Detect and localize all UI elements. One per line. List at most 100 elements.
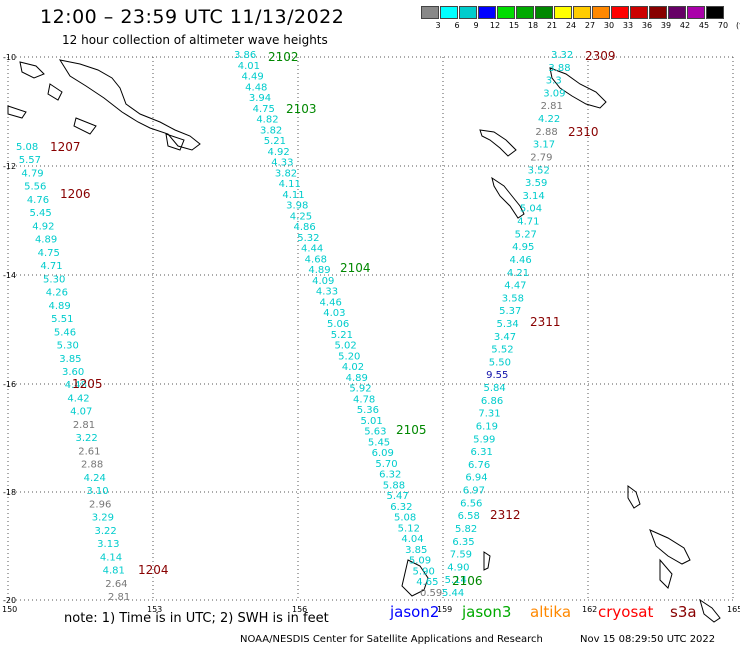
wave-height-value: 4.71 [40, 261, 62, 272]
wave-height-value: 4.92 [32, 221, 54, 232]
wave-height-value: 3.86 [234, 50, 256, 61]
wave-height-value: 5.30 [57, 341, 79, 352]
legend-swatch [592, 6, 610, 19]
x-tick-label: 162 [582, 605, 597, 614]
wave-height-value: 4.76 [27, 195, 49, 206]
wave-height-value: 5.50 [489, 357, 511, 368]
wave-height-value: 9.55 [486, 370, 508, 381]
legend-swatch [706, 6, 724, 19]
wave-height-value: 5.06 [327, 319, 349, 330]
wave-height-value: 6.32 [390, 502, 412, 513]
wave-height-value: 3.29 [92, 513, 114, 524]
wave-height-value: 5.57 [19, 155, 41, 166]
legend-swatch [535, 6, 553, 19]
legend-label: 42 [679, 21, 691, 30]
wave-height-value: 3.52 [528, 165, 550, 176]
wave-height-value: 6.97 [463, 486, 485, 497]
legend-label: 24 [565, 21, 577, 30]
wave-height-value: 6.94 [465, 473, 487, 484]
legend-swatch [573, 6, 591, 19]
legend-label: 27 [584, 21, 596, 30]
wave-height-value: 5.84 [484, 383, 506, 394]
wave-height-value: 3.17 [533, 140, 555, 151]
wave-height-value: 3.58 [502, 293, 524, 304]
pass-id-labels: 2102 2103 2104 2105 2106 1207 1206 1205 1204 2309… [50, 49, 616, 588]
wave-height-value: 3.3 [546, 76, 562, 87]
pass-label: 2310 [568, 125, 599, 139]
x-tick-label: 165 [727, 605, 740, 614]
wave-height-value: 3.94 [249, 93, 271, 104]
legend-label: 3 [435, 21, 441, 30]
satellite-name: cryosat [598, 603, 654, 621]
wave-height-value: 5.70 [375, 459, 397, 470]
legend-swatch [649, 6, 667, 19]
wave-height-value: 3.13 [97, 539, 119, 550]
wave-height-value: 3.22 [76, 433, 98, 444]
pass-label: 2106 [452, 574, 483, 588]
wave-height-value: 4.82 [256, 115, 278, 126]
legend-label: 39 [660, 21, 672, 30]
wave-height-value: 5.47 [387, 491, 409, 502]
wave-height-value: 5.37 [499, 306, 521, 317]
wave-height-value: 5.82 [455, 524, 477, 535]
wave-height-value: 5.51 [51, 314, 73, 325]
wave-height-value: 4.33 [316, 287, 338, 298]
wave-height-value: 4.75 [38, 248, 60, 259]
wave-height-value: 6.58 [458, 511, 480, 522]
wave-height-value: 3.59 [525, 178, 547, 189]
legend-label: 18 [527, 21, 539, 30]
wave-height-value: 3.82 [275, 168, 297, 179]
wave-height-value: 5.63 [364, 427, 386, 438]
legend-swatch [421, 6, 439, 19]
wave-height-value: 5.02 [334, 341, 356, 352]
wave-height-value: 6.19 [476, 421, 498, 432]
wave-height-value: 4.01 [238, 61, 260, 72]
pass-label: 1205 [72, 377, 103, 391]
wave-height-value: 7.31 [478, 409, 500, 420]
wave-height-value: 3.88 [548, 63, 570, 74]
legend-label: 33 [622, 21, 634, 30]
wave-height-value: 4.09 [312, 276, 334, 287]
legend-swatch [440, 6, 458, 19]
wave-height-value: 4.89 [48, 301, 70, 312]
legend-swatch [497, 6, 515, 19]
wave-height-value: 5.88 [383, 480, 405, 491]
wave-height-value: 3.47 [494, 332, 516, 343]
satellite-name: s3a [670, 603, 697, 621]
wave-height-value: 5.08 [394, 513, 416, 524]
wave-height-value: 4.81 [103, 566, 125, 577]
wave-height-value: 6.35 [452, 537, 474, 548]
wave-height-value: 4.89 [308, 265, 330, 276]
legend-label: 36 [641, 21, 653, 30]
axis-ticks: 150 153 156 159 162 165 -10 -12 -14 -16 -18 -20 [2, 53, 740, 614]
wave-height-value: 5.45 [30, 208, 52, 219]
wave-height-value: 2.64 [105, 579, 127, 590]
wave-height-value: 4.46 [320, 297, 342, 308]
wave-height-value: 2.79 [530, 152, 552, 163]
note-text: note: 1) Time is in UTC; 2) SWH is in fe… [64, 611, 329, 626]
legend-label: 21 [546, 21, 558, 30]
wave-height-value: 3.85 [59, 354, 81, 365]
x-tick-label: 150 [2, 605, 17, 614]
wave-height-value: 4.48 [245, 82, 267, 93]
x-tick-label: 156 [292, 605, 307, 614]
wave-height-value: 3.22 [94, 526, 116, 537]
wave-height-value: 4.71 [517, 217, 539, 228]
wave-height-value: 6.32 [379, 470, 401, 481]
satellite-name: jason3 [462, 603, 512, 621]
pass-label: 2105 [396, 423, 427, 437]
wave-height-value: 3.85 [405, 545, 427, 556]
wave-height-value: 5.45 [368, 437, 390, 448]
y-tick-label: -12 [3, 162, 16, 171]
wave-height-value: 3.10 [86, 486, 108, 497]
wave-height-value: 4.92 [267, 147, 289, 158]
pass-label: 2312 [490, 508, 521, 522]
wave-height-value: 5.01 [360, 416, 382, 427]
satellite-name: jason2 [390, 603, 440, 621]
legend-label: 6 [454, 21, 460, 30]
wave-height-value: 3.09 [543, 88, 565, 99]
wave-height-value: 5.30 [43, 274, 65, 285]
wave-height-value: 5.52 [491, 345, 513, 356]
wave-height-value: 2.81 [73, 420, 95, 431]
wave-height-labels: 3.864.014.494.483.944.754.823.825.214.92… [16, 50, 573, 603]
